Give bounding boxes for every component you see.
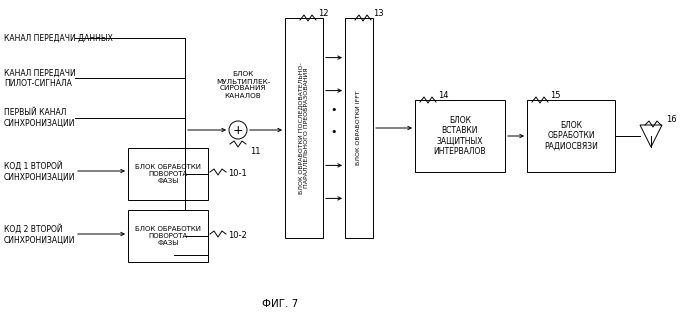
- Text: КАНАЛ ПЕРЕДАЧИ ДАННЫХ: КАНАЛ ПЕРЕДАЧИ ДАННЫХ: [4, 33, 113, 42]
- Bar: [128, 148, 208, 200]
- Circle shape: [229, 121, 247, 139]
- Text: 15: 15: [550, 91, 561, 100]
- Bar: [527, 100, 615, 172]
- Text: 13: 13: [373, 9, 384, 18]
- Bar: [128, 210, 208, 262]
- Text: +: +: [233, 123, 243, 137]
- Text: БЛОК
ВСТАВКИ
ЗАЩИТНЫХ
ИНТЕРВАЛОВ: БЛОК ВСТАВКИ ЗАЩИТНЫХ ИНТЕРВАЛОВ: [434, 116, 487, 156]
- Text: 16: 16: [666, 115, 677, 123]
- Text: 10-1: 10-1: [228, 169, 247, 179]
- Bar: [285, 18, 323, 238]
- Text: БЛОК ОБРАБОТКИ IFFT: БЛОК ОБРАБОТКИ IFFT: [356, 91, 361, 165]
- Text: БЛОК ОБРАБОТКИ
ПОВОРОТА
ФАЗЫ: БЛОК ОБРАБОТКИ ПОВОРОТА ФАЗЫ: [135, 164, 201, 184]
- Text: ФИГ. 7: ФИГ. 7: [262, 299, 298, 309]
- Text: КОД 2 ВТОРОЙ
СИНХРОНИЗАЦИИ: КОД 2 ВТОРОЙ СИНХРОНИЗАЦИИ: [4, 224, 75, 244]
- Text: 11: 11: [250, 147, 261, 157]
- Text: 12: 12: [318, 9, 329, 18]
- Text: •: •: [331, 127, 337, 137]
- Text: КАНАЛ ПЕРЕДАЧИ
ПИЛОТ-СИГНАЛА: КАНАЛ ПЕРЕДАЧИ ПИЛОТ-СИГНАЛА: [4, 68, 75, 88]
- Text: БЛОК ОБРАБОТКИ ПОСЛЕДОВАТЕЛЬНО-
ПАРАЛЛЕЛЬНОГО ПРЕОБРАЗОВАНИЯ: БЛОК ОБРАБОТКИ ПОСЛЕДОВАТЕЛЬНО- ПАРАЛЛЕЛ…: [298, 62, 310, 194]
- Text: БЛОК
ОБРАБОТКИ
РАДИОСВЯЗИ: БЛОК ОБРАБОТКИ РАДИОСВЯЗИ: [544, 121, 598, 151]
- Text: 14: 14: [438, 91, 449, 100]
- Text: КОД 1 ВТОРОЙ
СИНХРОНИЗАЦИИ: КОД 1 ВТОРОЙ СИНХРОНИЗАЦИИ: [4, 161, 75, 181]
- Text: ПЕРВЫЙ КАНАЛ
СИНХРОНИЗАЦИИ: ПЕРВЫЙ КАНАЛ СИНХРОНИЗАЦИИ: [4, 108, 75, 128]
- Bar: [415, 100, 505, 172]
- Bar: [345, 18, 373, 238]
- Text: 10-2: 10-2: [228, 232, 247, 241]
- Text: •: •: [331, 105, 337, 115]
- Text: БЛОК
МУЛЬТИПЛЕК-
СИРОВАНИЯ
КАНАЛОВ: БЛОК МУЛЬТИПЛЕК- СИРОВАНИЯ КАНАЛОВ: [216, 71, 271, 99]
- Text: БЛОК ОБРАБОТКИ
ПОВОРОТА
ФАЗЫ: БЛОК ОБРАБОТКИ ПОВОРОТА ФАЗЫ: [135, 226, 201, 246]
